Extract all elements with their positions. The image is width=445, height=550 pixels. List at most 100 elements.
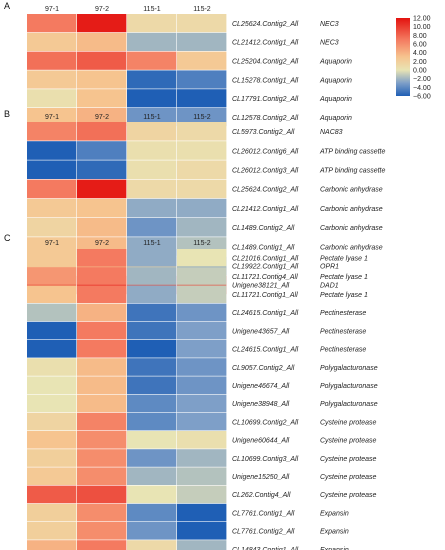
heatmap-cell	[127, 540, 177, 550]
gene-name-label: ATP binding cassette	[319, 168, 385, 175]
gene-id-label: CL25204.Contig2_All	[232, 59, 299, 66]
gene-name-label: Polygalacturonase	[320, 401, 378, 408]
heatmap-row: CL7761.Contig2_All Expansin	[27, 522, 349, 540]
heatmap-cell	[177, 108, 227, 127]
gene-id-label: CL7761.Contig1_All	[232, 510, 295, 517]
heatmap-cell	[177, 32, 227, 51]
heatmap-cell	[177, 51, 227, 70]
gene-name-label: Pectate lyase 1	[320, 274, 368, 281]
heatmap-cell	[77, 376, 127, 394]
heatmap-cell	[127, 340, 177, 358]
heatmap-row: CL10699.Contig2_All Cysteine protease	[27, 412, 377, 431]
gene-id-label: CL10699.Contig2_All	[232, 419, 299, 426]
heatmap-cell	[27, 485, 77, 504]
gene-id-label: CL21412.Contig1_All	[232, 40, 299, 47]
heatmap-cell	[27, 218, 77, 237]
heatmap-cell	[27, 70, 77, 89]
heatmap-cell	[127, 412, 177, 431]
heatmap-cell	[77, 51, 127, 70]
heatmap-cell	[27, 358, 77, 376]
panel-label: B	[4, 109, 10, 119]
heatmap-cell	[27, 431, 77, 449]
color-scale-tick-label: 2.00	[413, 59, 427, 66]
heatmap-row: CL15278.Contig1_All Aquaporin	[27, 70, 352, 89]
heatmap-cell	[177, 412, 227, 431]
gene-name-label: Pectinesterase	[320, 310, 366, 317]
gene-id-label: CL10699.Contig3_All	[232, 456, 299, 463]
heatmap-cell	[77, 340, 127, 358]
color-scale-tick-label: 4.00	[413, 50, 427, 57]
heatmap-cell	[177, 285, 227, 303]
gene-name-label: Aquaporin	[319, 115, 352, 122]
heatmap-cell	[77, 14, 127, 33]
gene-name-label: ATP binding cassette	[319, 148, 385, 155]
heatmap-cell	[127, 394, 177, 413]
gene-name-label: Aquaporin	[319, 77, 352, 84]
heatmap-cell	[127, 32, 177, 51]
heatmap-cell	[77, 285, 127, 303]
heatmap-cell	[27, 51, 77, 70]
heatmap-cell	[127, 503, 177, 522]
heatmap-row: CL11721.Contig4_All Pectate lyase 1	[27, 267, 368, 285]
heatmap-cell	[177, 89, 227, 108]
gene-name-label: Aquaporin	[319, 96, 352, 103]
color-scale-tick-label: −6.00	[413, 94, 431, 101]
heatmap-cell	[27, 503, 77, 522]
heatmap-cell	[177, 14, 227, 33]
heatmap-row: Unigene43657_All Pectinesterase	[27, 321, 366, 340]
heatmap-row: CL24615.Contig1_All Pectinesterase	[27, 340, 366, 358]
heatmap-cell	[127, 358, 177, 376]
heatmap-row: CL21412.Contig1_All Carbonic anhydrase	[27, 198, 383, 218]
gene-name-label: Carbonic anhydrase	[320, 244, 383, 251]
gene-name-label: Carbonic anhydrase	[320, 206, 383, 213]
heatmap-row: CL17791.Contig2_All Aquaporin	[27, 89, 352, 108]
heatmap-row: CL14843.Contig1_All Expansin	[27, 540, 349, 550]
gene-id-label: CL21016.Contig1_All	[232, 256, 299, 263]
gene-id-label: CL15278.Contig1_All	[232, 77, 299, 84]
heatmap-cell	[177, 70, 227, 89]
panel-label: C	[4, 233, 11, 243]
heatmap-cell	[127, 108, 177, 127]
heatmap-cell	[177, 267, 227, 285]
heatmap-cell	[127, 70, 177, 89]
gene-id-label: CL21412.Contig1_All	[232, 206, 299, 213]
heatmap-cell	[27, 449, 77, 467]
heatmap-cell	[27, 14, 77, 33]
gene-id-label: CL24615.Contig1_All	[232, 310, 299, 317]
gene-id-label: CL26012.Contig3_All	[232, 168, 299, 175]
column-header: 115-2	[193, 114, 210, 121]
heatmap-cell	[77, 412, 127, 431]
gene-name-label: Cysteine protease	[320, 438, 377, 445]
heatmap-cell	[127, 376, 177, 394]
heatmap-row: CL5973.Contig2_All NAC83	[27, 122, 343, 141]
heatmap-cell	[77, 267, 127, 285]
heatmap-cell	[27, 249, 77, 267]
heatmap-cell	[127, 467, 177, 485]
heatmap-cell	[77, 179, 127, 199]
gene-name-label: Expansin	[320, 529, 349, 536]
heatmap-cell	[77, 358, 127, 376]
heatmap-cell	[27, 540, 77, 550]
gene-name-label: Pectate lyase 1	[320, 292, 368, 299]
heatmap-cell	[77, 249, 127, 267]
gene-id-label: Unigene15250_All	[232, 474, 290, 481]
gene-name-label: Cysteine protease	[320, 492, 377, 499]
color-scale-bar	[396, 18, 410, 96]
heatmap-cell	[27, 412, 77, 431]
gene-id-label: CL11721.Contig1_All	[232, 292, 298, 299]
gene-name-label: Pectinesterase	[320, 347, 366, 354]
heatmap-cell	[177, 141, 227, 160]
gene-name-label: Carbonic anhydrase	[320, 187, 383, 194]
heatmap-cell	[77, 485, 127, 504]
color-scale-tick-label: 8.00	[413, 33, 427, 40]
heatmap-cell	[127, 522, 177, 540]
heatmap-cell	[77, 89, 127, 108]
heatmap-cell	[127, 431, 177, 449]
heatmap-cell	[27, 285, 77, 303]
heatmap-cell	[77, 394, 127, 413]
heatmap-cell	[127, 249, 177, 267]
heatmap-row: CL26012.Contig3_All ATP binding cassette	[27, 160, 385, 179]
column-header: 97-2	[95, 240, 109, 247]
